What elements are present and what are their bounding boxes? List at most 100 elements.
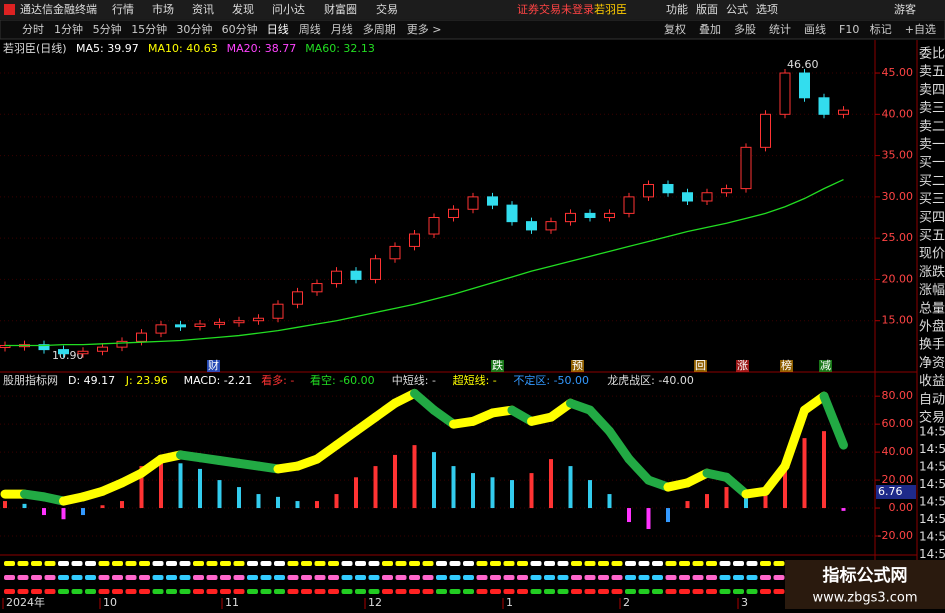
candle-body (740, 146, 752, 190)
menu-item[interactable]: 选项 (756, 3, 778, 16)
macd-bar (724, 487, 729, 509)
signal-strip (233, 561, 245, 566)
period-tab[interactable]: 5分钟 (93, 22, 122, 36)
candle-body (565, 212, 576, 223)
menu-item[interactable]: 资讯 (192, 3, 214, 16)
period-tab[interactable]: 分时 (22, 23, 44, 36)
candle-body (175, 324, 186, 328)
tool-button[interactable]: F10 (839, 23, 859, 36)
menu-item[interactable]: 版面 (696, 2, 718, 16)
event-label[interactable]: 跌 (492, 358, 503, 372)
signal-strip (544, 589, 555, 594)
signal-strip (193, 561, 204, 566)
signal-strip (382, 561, 393, 566)
menu-item[interactable]: 公式 (726, 3, 748, 16)
macd-bar (295, 501, 300, 509)
period-tab[interactable]: 周线 (299, 22, 321, 36)
quote-field: 买五 (919, 229, 945, 244)
kd-ribbon (780, 405, 809, 471)
tool-button[interactable]: +自选 (905, 23, 936, 36)
y-tick-label: 80.00 (882, 389, 914, 402)
signal-strip (544, 561, 555, 566)
period-tab[interactable]: 30分钟 (176, 22, 212, 36)
signal-strip (247, 575, 258, 580)
menu-item[interactable]: 发现 (232, 2, 254, 16)
tool-button[interactable]: 标记 (870, 22, 892, 36)
event-label[interactable]: 涨 (737, 359, 748, 372)
signal-strip (220, 589, 231, 594)
signal-strip (679, 589, 690, 594)
candle-body (116, 340, 128, 348)
tool-button[interactable]: 统计 (769, 23, 791, 36)
time-label: 14:56 (919, 425, 945, 439)
candle-body (389, 245, 401, 260)
watermark-url: www.zbgs3.com (812, 591, 917, 606)
signal-strip (395, 589, 407, 594)
signal-strip (773, 561, 785, 566)
macd-bar (237, 487, 241, 509)
signal-strip (611, 575, 623, 580)
candle-body (370, 258, 381, 280)
quote-field: 自动 (919, 392, 945, 407)
signal-strip (328, 561, 339, 566)
candle-body (194, 323, 206, 327)
signal-strip (409, 575, 420, 580)
indicator-label: 龙虎战区: -40.00 (607, 374, 694, 387)
signal-strip (139, 561, 150, 566)
stock-name: 若羽臣(日线) (3, 41, 67, 55)
event-label[interactable]: 预 (572, 359, 583, 372)
menu-item[interactable]: 行情 (112, 3, 134, 16)
signal-strip (719, 575, 731, 580)
candle-body (682, 192, 693, 202)
event-marker (819, 360, 832, 372)
quote-field: 交易 (919, 410, 945, 426)
event-label[interactable]: 榜 (781, 358, 792, 372)
quote-field: 买四 (919, 210, 945, 225)
menu-item[interactable]: 功能 (666, 2, 688, 16)
menu-item[interactable]: 问小达 (272, 3, 305, 16)
tool-button[interactable]: 画线 (804, 22, 826, 36)
signal-strip (449, 561, 461, 566)
event-label[interactable]: 减 (820, 359, 831, 372)
tool-button[interactable]: 叠加 (699, 23, 721, 36)
tool-button[interactable]: 复权 (664, 22, 686, 36)
period-tab[interactable]: 更多 > (407, 22, 442, 36)
signal-strip (44, 589, 56, 594)
signal-strip (314, 561, 326, 566)
period-tab[interactable]: 多周期 (363, 22, 396, 36)
signal-strip (17, 589, 29, 594)
period-tab[interactable]: 1分钟 (54, 22, 83, 36)
event-label[interactable]: 财 (208, 358, 219, 372)
signal-strip (584, 589, 596, 594)
ma-label: MA10: 40.63 (148, 42, 218, 55)
month-label: 1 (506, 596, 513, 609)
signal-strip (665, 575, 677, 580)
menu-item[interactable]: 市场 (152, 2, 174, 16)
signal-strip (557, 561, 569, 566)
macd-bar (607, 494, 612, 509)
signal-strip (166, 561, 177, 566)
event-label[interactable]: 回 (695, 359, 706, 372)
kd-ribbon (605, 426, 634, 464)
period-tab[interactable]: 月线 (331, 22, 353, 36)
candle-body (214, 321, 225, 325)
event-marker (694, 360, 707, 372)
quote-field: 卖一 (919, 138, 945, 153)
quote-field: 换手 (919, 338, 945, 353)
period-tab[interactable]: 15分钟 (131, 22, 167, 36)
macd-bar (393, 454, 397, 509)
tool-button[interactable]: 多股 (734, 22, 756, 36)
menu-item[interactable]: 财富圈 (324, 2, 357, 16)
period-tab[interactable]: 60分钟 (222, 22, 258, 36)
signal-strip (206, 561, 218, 566)
signal-strip (152, 589, 164, 594)
quote-field: 买三 (919, 192, 945, 207)
signal-strip (314, 575, 326, 580)
high-label: 46.60 (787, 58, 819, 71)
candle-body (350, 270, 362, 280)
period-tab[interactable]: 日线 (267, 22, 289, 36)
menu-item[interactable]: 交易 (376, 2, 398, 16)
ma-label: MA5: 39.97 (76, 42, 139, 55)
signal-strip (287, 589, 299, 594)
user[interactable]: 游客 (894, 2, 916, 16)
